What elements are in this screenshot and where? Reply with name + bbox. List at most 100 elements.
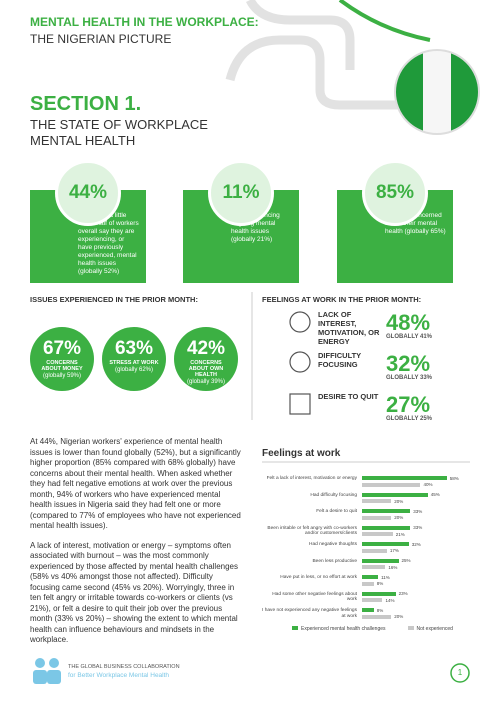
page-badge bbox=[450, 663, 470, 683]
header-title: MENTAL HEALTH IN THE WORKPLACE: bbox=[30, 15, 259, 29]
feeling-value: 32% bbox=[386, 351, 431, 376]
legend-label: Not experienced bbox=[416, 626, 453, 632]
value-label: 20% bbox=[394, 515, 404, 520]
category-label: Have put in less, or no effort at work bbox=[280, 575, 357, 580]
road-accent bbox=[338, 0, 431, 42]
bar bbox=[362, 575, 379, 579]
issue-global: (globally 59%) bbox=[42, 373, 82, 379]
value-label: 17% bbox=[389, 548, 399, 553]
bar bbox=[362, 591, 396, 596]
value-label: 40% bbox=[423, 482, 433, 487]
chart-row: I have not experienced any negative feel… bbox=[262, 608, 472, 623]
issue-circle: 63% STRESS AT WORK (globally 62%) bbox=[102, 327, 166, 391]
road bbox=[225, 35, 400, 110]
issue-global: (globally 62%) bbox=[114, 367, 154, 373]
value-label: 32% bbox=[411, 541, 421, 547]
category-label: Felt a desire to quit bbox=[316, 509, 357, 514]
issue-label: CONCERNS ABOUT MONEY bbox=[41, 360, 83, 372]
bar bbox=[362, 492, 428, 497]
feeling-row: DIFFICULTY FOCUSING 32% GLOBALLY 33% bbox=[282, 351, 472, 387]
issue-circle: 42% CONCERNS ABOUT OWN HEALTH (globally 39… bbox=[174, 327, 238, 391]
card-value: 44% bbox=[55, 160, 121, 226]
legend-swatch bbox=[407, 626, 414, 630]
section-label: SECTION 1. bbox=[30, 93, 142, 115]
value-label: 20% bbox=[394, 498, 404, 504]
issue-global: (globally 39%) bbox=[186, 379, 226, 385]
feeling-row: LACK OF INTEREST, MOTIVATION, OR ENERGY 4… bbox=[282, 310, 472, 346]
issue-value: 67% bbox=[42, 338, 82, 359]
value-label: 21% bbox=[395, 531, 405, 537]
value-label: 8% bbox=[376, 607, 384, 613]
category-label: I have not experienced any negative feel… bbox=[262, 608, 357, 619]
bar bbox=[362, 509, 411, 513]
chart-row: Had some other negative feelings about w… bbox=[262, 591, 472, 607]
legend-label: Experienced mental health challenges bbox=[301, 626, 386, 632]
value-label: 8% bbox=[376, 581, 384, 586]
category-label: Been irritable or felt angry with co-wor… bbox=[267, 525, 357, 537]
feeling-label: DIFFICULTY FOCUSING bbox=[318, 351, 362, 369]
feeling-row: DESIRE TO QUIT 27% GLOBALLY 25% bbox=[282, 392, 472, 428]
chart-row: Felt a desire to quit 33% 20% bbox=[262, 509, 472, 524]
logo bbox=[35, 658, 45, 668]
value-label: 33% bbox=[413, 508, 423, 514]
value-label: 45% bbox=[430, 492, 440, 497]
bar bbox=[362, 614, 392, 619]
value-label: 16% bbox=[388, 564, 398, 570]
chart-row: Been less productive 25% 16% bbox=[262, 558, 472, 574]
paragraph: At 44%, Nigerian workers' experience of … bbox=[30, 437, 241, 530]
chart-row: Had negative thoughts 32% 17% bbox=[262, 542, 472, 557]
chart-row: Been irritable or felt angry with co-wor… bbox=[262, 525, 472, 541]
legend-swatch bbox=[292, 626, 298, 630]
bar bbox=[362, 532, 393, 536]
issue-value: 42% bbox=[186, 338, 226, 359]
issue-label: STRESS AT WORK bbox=[109, 360, 159, 366]
value-label: 20% bbox=[394, 614, 404, 619]
logo bbox=[49, 658, 59, 668]
card-value: 11% bbox=[208, 160, 274, 226]
legend: Experienced mental health challenges Not … bbox=[292, 626, 453, 632]
logo bbox=[33, 670, 47, 684]
value-label: 33% bbox=[413, 525, 423, 530]
bar bbox=[362, 565, 386, 569]
feeling-global: GLOBALLY 25% bbox=[386, 416, 433, 422]
category-label: Been less productive bbox=[312, 558, 357, 564]
feeling-global: GLOBALLY 33% bbox=[386, 375, 433, 381]
bar bbox=[362, 558, 399, 563]
feeling-global: GLOBALLY 41% bbox=[386, 334, 433, 340]
bar bbox=[362, 476, 447, 480]
road bbox=[245, 0, 355, 70]
category-label: Had some other negative feelings about w… bbox=[272, 591, 357, 603]
section-title: THE STATE OF WORKPLACE bbox=[30, 117, 208, 132]
value-label: 23% bbox=[398, 591, 408, 596]
bar bbox=[362, 499, 392, 503]
flag-rim bbox=[394, 49, 480, 135]
issue-circle: 67% CONCERNS ABOUT MONEY (globally 59%) bbox=[30, 327, 94, 391]
paragraph: A lack of interest, motivation or energy… bbox=[30, 540, 238, 645]
logo bbox=[47, 670, 61, 684]
section-title: MENTAL HEALTH bbox=[30, 133, 136, 148]
feelings-heading: FEELINGS AT WORK IN THE PRIOR MONTH: bbox=[262, 295, 422, 304]
bar bbox=[362, 608, 374, 612]
value-label: 25% bbox=[401, 558, 411, 563]
category-label: Had negative thoughts bbox=[308, 542, 357, 547]
feeling-label: DESIRE TO QUIT bbox=[318, 392, 379, 401]
chart-row: Had difficulty focusing 45% 20% bbox=[262, 492, 472, 508]
category-label: Had difficulty focusing bbox=[310, 492, 357, 498]
footer-org: THE GLOBAL BUSINESS COLLABORATION bbox=[68, 664, 180, 670]
bar bbox=[362, 598, 383, 602]
value-label: 11% bbox=[381, 574, 390, 580]
issues-heading: ISSUES EXPERIENCED IN THE PRIOR MONTH: bbox=[30, 295, 198, 304]
feeling-value: 27% bbox=[386, 392, 431, 417]
page-number: 1 bbox=[457, 668, 463, 677]
feeling-value: 48% bbox=[386, 310, 431, 335]
bar bbox=[362, 581, 374, 586]
chart-row: Felt a lack of interest, motivation or e… bbox=[262, 476, 472, 491]
feeling-icons bbox=[289, 311, 311, 415]
bar bbox=[362, 482, 421, 487]
bar bbox=[362, 548, 387, 553]
bar bbox=[362, 542, 409, 546]
category-label: Felt a lack of interest, motivation or e… bbox=[266, 476, 357, 481]
value-label: 58% bbox=[449, 475, 459, 481]
